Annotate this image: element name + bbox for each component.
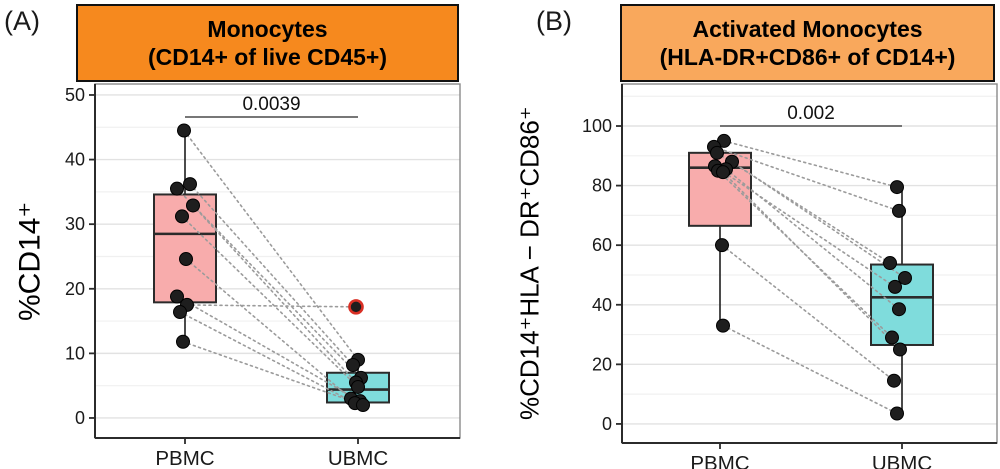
data-point <box>716 165 730 180</box>
x-category-label: PBMC <box>690 452 749 469</box>
pair-line <box>721 244 895 382</box>
data-point <box>356 398 370 413</box>
panel-b-chart: 0 20 40 60 80 100 PBMC UBMC 0.002 <box>582 83 998 469</box>
panel-a-title: Monocytes (CD14+ of live CD45+) <box>76 4 459 82</box>
data-point <box>890 406 904 421</box>
y-tick-label: 60 <box>592 235 612 255</box>
pvalue-text: 0.0039 <box>242 94 300 115</box>
data-point <box>716 318 730 333</box>
panel-a-label: (A) <box>4 6 40 36</box>
data-point <box>710 145 724 160</box>
data-point <box>892 203 906 218</box>
y-tick-label: 80 <box>592 176 612 196</box>
y-tick-label: 40 <box>592 295 612 315</box>
panel-b-label: (B) <box>536 6 572 36</box>
pair-line <box>176 187 362 379</box>
data-point <box>715 238 729 253</box>
pair-line <box>183 129 359 361</box>
y-tick-label: 10 <box>65 343 85 363</box>
pair-line <box>731 160 906 279</box>
plot-area <box>622 84 997 443</box>
data-point <box>893 342 907 357</box>
panel-b-y-axis-label: %CD14⁺HLA − DR⁺CD86⁺ <box>514 106 545 421</box>
data-point <box>892 302 906 317</box>
data-point <box>176 334 190 349</box>
pair-line <box>179 311 356 404</box>
x-category-label: UBMC <box>328 447 389 469</box>
data-point <box>883 256 897 271</box>
data-point <box>170 289 184 304</box>
panel-b-title: Activated Monocytes (HLA-DR+CD86+ of CD1… <box>620 4 995 82</box>
data-point <box>887 373 901 388</box>
y-tick-label: 100 <box>582 116 612 136</box>
panel-a-chart: 0 10 20 30 40 50 PBMC UBMC 0.0039 <box>65 83 461 469</box>
panel-b-title-line1: Activated Monocytes <box>692 16 923 42</box>
y-tick-label: 30 <box>65 214 85 234</box>
pair-line <box>186 304 357 308</box>
x-category-label: PBMC <box>155 447 214 469</box>
data-point <box>346 358 360 373</box>
data-point <box>890 180 904 195</box>
pair-line <box>176 295 361 402</box>
data-point <box>177 123 191 138</box>
panel-b-title-line2: (HLA-DR+CD86+ of CD14+) <box>659 44 956 70</box>
data-point <box>175 209 189 224</box>
pair-line <box>723 140 898 188</box>
data-point <box>351 379 365 394</box>
pair-line <box>722 324 898 415</box>
pair-line <box>713 146 900 212</box>
pvalue-text: 0.002 <box>787 103 835 124</box>
x-category-label: UBMC <box>872 452 933 469</box>
outlier-point <box>348 299 364 315</box>
y-tick-label: 0 <box>602 414 612 434</box>
y-tick-label: 20 <box>65 279 85 299</box>
pair-line <box>192 204 357 384</box>
y-tick-label: 50 <box>65 85 85 105</box>
y-tick-label: 40 <box>65 150 85 170</box>
plot-area <box>95 84 460 438</box>
panel-a-title-line1: Monocytes <box>207 16 328 42</box>
data-point <box>885 330 899 345</box>
data-point <box>183 177 197 192</box>
pair-line <box>722 171 901 351</box>
data-point <box>186 198 200 213</box>
y-tick-label: 0 <box>75 408 85 428</box>
pair-line <box>189 183 354 366</box>
y-tick-label: 20 <box>592 354 612 374</box>
data-point <box>898 270 912 285</box>
data-point <box>888 279 902 294</box>
panel-a-y-axis-label: %CD14⁺ <box>13 201 47 321</box>
data-point <box>173 305 187 320</box>
pair-line <box>182 340 364 406</box>
data-point <box>179 252 193 267</box>
panel-a-title-line2: (CD14+ of live CD45+) <box>147 44 388 70</box>
pair-line <box>181 215 359 388</box>
data-point <box>170 181 184 196</box>
pair-line <box>725 168 900 311</box>
